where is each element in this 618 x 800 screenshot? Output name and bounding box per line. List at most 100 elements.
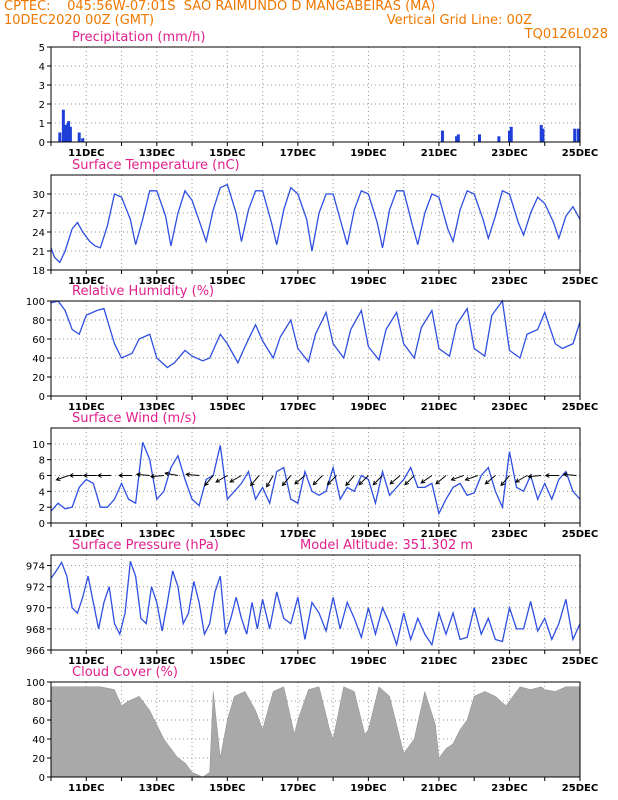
x-tick-label: 11DEC [68, 402, 104, 413]
wind-arrow [68, 473, 83, 478]
header-source-line: CPTEC: 045:56W-07:01S SAO RAIMUNDO D MAN… [4, 0, 435, 14]
precip-bar [58, 132, 62, 142]
x-tick-label: 23DEC [491, 529, 527, 540]
panel-frame [50, 681, 581, 778]
wind-arrow-head [514, 478, 520, 483]
wind-arrow-head [135, 472, 141, 477]
y-tick-label: 20 [32, 373, 45, 384]
header-source: CPTEC: [4, 0, 51, 14]
x-tick-label: 15DEC [209, 276, 245, 287]
precip-bar [477, 134, 481, 142]
y-tick-label: 1 [39, 119, 45, 130]
wind-arrow [118, 473, 133, 478]
wind-arrow-shaft [150, 475, 164, 478]
x-tick-label: 13DEC [139, 529, 175, 540]
x-tick-label: 11DEC [68, 276, 104, 287]
wind-arrow-head [420, 479, 426, 484]
wind-arrow-shaft [563, 473, 577, 476]
y-tick-label: 968 [26, 625, 45, 636]
y-tick-label: 6 [39, 472, 45, 483]
wind-arrow-head [450, 476, 456, 482]
wind-arrow-head [544, 473, 550, 478]
panel-3: Surface Wind (m/s) 0 2 4 6 8 10 11DEC 13DEC 15DEC… [32, 411, 598, 540]
y-tick-label: 60 [32, 335, 45, 346]
x-tick-label: 21DEC [421, 783, 457, 794]
wind-arrow [420, 475, 433, 484]
wind-arrow [562, 472, 577, 477]
y-tick-label: 4 [39, 487, 45, 498]
series-line [50, 183, 581, 264]
panel-frame [50, 174, 581, 271]
x-tick-label: 11DEC [68, 656, 104, 667]
wind-arrow-head [164, 471, 170, 477]
panel-1: Surface Temperature (nC) 18 21 24 27 30 11DEC 1… [32, 158, 598, 287]
x-tick-label: 15DEC [209, 656, 245, 667]
precip-bar [573, 128, 577, 142]
panel-2: Relative Humidity (%) 0 20 40 60 80 100 11DEC 13… [26, 284, 598, 413]
wind-arrow-head [435, 479, 441, 485]
x-tick-label: 19DEC [350, 656, 386, 667]
wind-arrow-shaft [358, 475, 369, 486]
y-tick-label: 80 [32, 316, 45, 327]
wind-arrow [514, 475, 528, 483]
panel-title: Relative Humidity (%) [72, 284, 214, 299]
x-tick-label: 17DEC [280, 276, 316, 287]
x-tick-label: 19DEC [350, 529, 386, 540]
x-tick-label: 17DEC [280, 148, 316, 159]
wind-arrow-shaft [435, 475, 447, 485]
y-tick-label: 2 [39, 100, 45, 111]
wind-arrow-shaft [313, 475, 323, 486]
wind-arrow-shaft [485, 475, 496, 485]
wind-arrow-head [358, 480, 364, 486]
wind-arrow-shaft [465, 475, 478, 481]
header-init-time: 10DEC2020 00Z (GMT) [4, 13, 155, 28]
wind-arrow-head [118, 473, 123, 478]
x-tick-label: 19DEC [350, 276, 386, 287]
wind-arrow-shaft [204, 475, 214, 486]
x-tick-label: 15DEC [209, 402, 245, 413]
panel-frame [50, 46, 581, 143]
x-tick-label: 13DEC [139, 276, 175, 287]
y-tick-label: 80 [32, 697, 45, 708]
series-line [50, 442, 581, 516]
x-tick-label: 19DEC [350, 783, 386, 794]
y-tick-label: 2 [39, 503, 45, 514]
wind-arrow-shaft [266, 475, 274, 488]
x-tick-label: 23DEC [491, 148, 527, 159]
precip-bar [68, 126, 72, 142]
panel-title: Surface Temperature (nC) [72, 158, 240, 173]
y-tick-label: 100 [26, 678, 45, 689]
wind-arrow [404, 475, 415, 486]
x-tick-label: 21DEC [421, 148, 457, 159]
wind-arrow-head [149, 474, 155, 479]
x-tick-label: 23DEC [491, 402, 527, 413]
wind-arrow [82, 473, 97, 478]
precip-bar [77, 132, 81, 142]
wind-arrow-head [500, 481, 506, 487]
x-tick-label: 17DEC [280, 529, 316, 540]
precip-bar [67, 121, 71, 142]
y-tick-label: 40 [32, 354, 45, 365]
wind-arrow-head [326, 480, 332, 486]
x-tick-label: 17DEC [280, 783, 316, 794]
x-tick-label: 25DEC [562, 276, 598, 287]
wind-arrow-head [215, 478, 221, 483]
wind-arrow [544, 473, 559, 478]
wind-arrow [464, 475, 478, 482]
header-station: SAO RAIMUNDO D MANGABEIRAS (MA) [183, 0, 436, 14]
wind-arrow [527, 474, 542, 479]
wind-arrow-head [389, 479, 395, 485]
wind-arrow-head [464, 476, 470, 482]
precip-bar [81, 138, 85, 142]
x-tick-label: 25DEC [562, 148, 598, 159]
y-tick-label: 972 [26, 583, 45, 594]
y-tick-label: 24 [32, 228, 45, 239]
precip-bar [576, 128, 580, 142]
wind-arrow-head [266, 482, 271, 488]
y-tick-label: 10 [32, 440, 45, 451]
panel-title: Surface Pressure (hPa) [72, 538, 219, 553]
wind-arrow-shaft [420, 475, 433, 484]
x-tick-label: 21DEC [421, 276, 457, 287]
panel-frame [50, 554, 581, 651]
